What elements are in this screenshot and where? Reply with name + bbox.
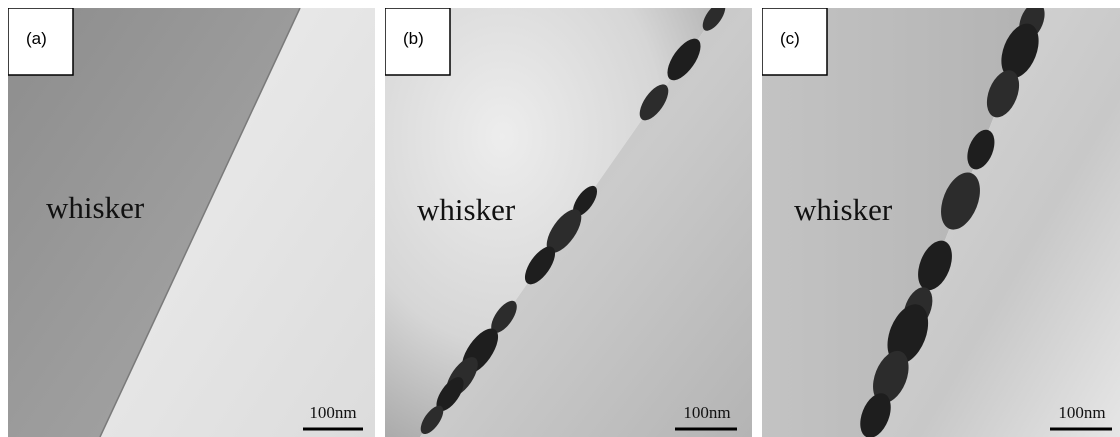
panel: (c) whisker 100nm bbox=[762, 0, 1120, 437]
panel-label: (a) bbox=[26, 29, 47, 48]
panel-label: (b) bbox=[403, 29, 424, 48]
scale-bar-label: 100nm bbox=[1058, 403, 1105, 422]
panel: (b) whisker 100nm bbox=[385, 0, 752, 437]
scale-bar-label: 100nm bbox=[683, 403, 730, 422]
region-label: whisker bbox=[46, 190, 145, 225]
region-label: whisker bbox=[794, 192, 893, 227]
panel: (a) whisker 100nm bbox=[8, 8, 375, 437]
figure: (a) whisker 100nm (b) whisker 100nm (c) … bbox=[0, 0, 1120, 437]
panel-label: (c) bbox=[780, 29, 800, 48]
region-label: whisker bbox=[417, 192, 516, 227]
scale-bar-label: 100nm bbox=[309, 403, 356, 422]
